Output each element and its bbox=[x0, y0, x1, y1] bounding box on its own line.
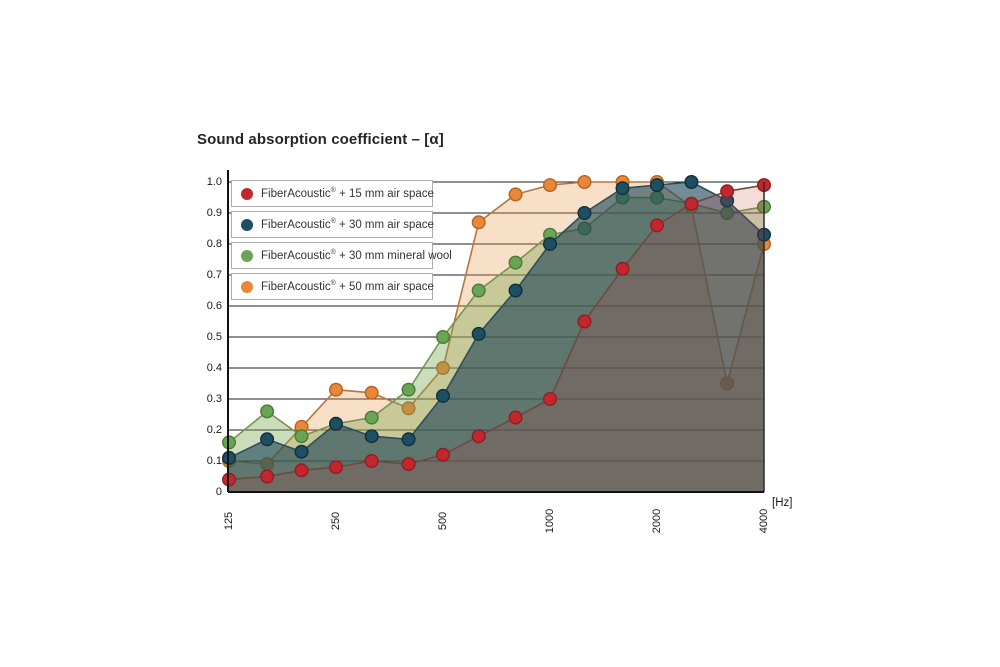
y-tick-label: 0.5 bbox=[206, 331, 222, 343]
legend-item-1: FiberAcoustic® + 15 mm air space bbox=[231, 180, 434, 207]
y-tick-label: 0.1 bbox=[206, 455, 222, 467]
data-point bbox=[650, 178, 665, 193]
legend-color-dot bbox=[241, 218, 253, 231]
data-point bbox=[364, 429, 379, 444]
legend-item-label: FiberAcoustic® + 30 mm mineral wool bbox=[261, 249, 452, 262]
data-point bbox=[329, 382, 344, 397]
data-point bbox=[329, 460, 344, 475]
x-tick-label: 2000 bbox=[650, 508, 663, 534]
data-point bbox=[436, 388, 451, 403]
chart-title: Sound absorption coefficient – [α] bbox=[197, 131, 444, 148]
y-tick-label: 0.9 bbox=[206, 207, 222, 219]
data-point bbox=[401, 382, 416, 397]
data-point bbox=[720, 184, 735, 199]
data-point bbox=[260, 432, 275, 447]
data-point bbox=[508, 255, 523, 270]
data-point bbox=[294, 463, 309, 478]
y-tick-label: 0.3 bbox=[206, 393, 222, 405]
legend-item-label: FiberAcoustic® + 15 mm air space bbox=[261, 187, 434, 200]
data-point bbox=[294, 444, 309, 459]
data-point bbox=[260, 469, 275, 484]
x-tick-label: 500 bbox=[436, 511, 449, 531]
data-point bbox=[471, 326, 486, 341]
data-point bbox=[471, 215, 486, 230]
data-point bbox=[471, 429, 486, 444]
data-point bbox=[364, 410, 379, 425]
y-tick-label: 0.8 bbox=[206, 238, 222, 250]
data-point bbox=[650, 218, 665, 233]
x-tick-label: 1000 bbox=[543, 508, 556, 534]
data-point bbox=[364, 385, 379, 400]
series-line bbox=[228, 184, 765, 481]
data-point bbox=[577, 205, 592, 220]
data-point bbox=[329, 416, 344, 431]
y-tick-label: 0.4 bbox=[206, 362, 222, 374]
data-point bbox=[294, 429, 309, 444]
series-area bbox=[229, 185, 764, 492]
legend-item-4: FiberAcoustic® + 50 mm air space bbox=[231, 273, 434, 300]
y-tick-label: 0.7 bbox=[206, 269, 222, 281]
data-point bbox=[508, 187, 523, 202]
x-tick-label: 250 bbox=[329, 511, 342, 531]
legend-color-dot bbox=[241, 249, 253, 262]
data-point bbox=[615, 181, 630, 196]
y-tick-label: 0.2 bbox=[206, 424, 222, 436]
legend-item-2: FiberAcoustic® + 30 mm air space bbox=[231, 211, 434, 238]
data-point bbox=[364, 454, 379, 469]
data-point bbox=[543, 392, 558, 407]
data-point bbox=[436, 361, 451, 376]
legend-color-dot bbox=[241, 280, 253, 293]
y-tick-label: 1.0 bbox=[206, 176, 222, 188]
data-point bbox=[436, 447, 451, 462]
data-point bbox=[508, 410, 523, 425]
data-point bbox=[684, 196, 699, 211]
series-line bbox=[228, 181, 765, 459]
data-point bbox=[508, 283, 523, 298]
legend-item-3: FiberAcoustic® + 30 mm mineral wool bbox=[231, 242, 452, 269]
data-point bbox=[577, 314, 592, 329]
x-tick-label: 125 bbox=[222, 511, 235, 531]
data-point bbox=[401, 432, 416, 447]
data-point bbox=[543, 236, 558, 251]
data-point bbox=[577, 174, 592, 189]
data-point bbox=[471, 283, 486, 298]
data-point bbox=[401, 401, 416, 416]
data-point bbox=[260, 404, 275, 419]
data-point bbox=[684, 174, 699, 189]
data-point bbox=[401, 457, 416, 472]
y-tick-label: 0 bbox=[215, 486, 222, 498]
y-tick-label: 0.6 bbox=[206, 300, 222, 312]
legend-color-dot bbox=[241, 187, 253, 200]
data-point bbox=[615, 261, 630, 276]
data-point bbox=[543, 178, 558, 193]
legend-item-label: FiberAcoustic® + 50 mm air space bbox=[261, 280, 434, 293]
data-point bbox=[436, 330, 451, 345]
x-axis-unit-label: [Hz] bbox=[772, 497, 793, 509]
legend-item-label: FiberAcoustic® + 30 mm air space bbox=[261, 218, 434, 231]
